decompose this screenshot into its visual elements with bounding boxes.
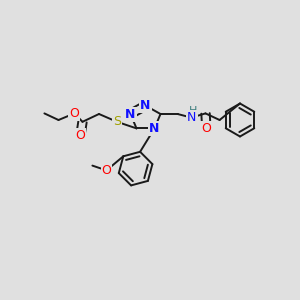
Text: O: O xyxy=(70,107,79,120)
Text: H: H xyxy=(189,106,197,116)
Text: O: O xyxy=(102,164,111,177)
Text: N: N xyxy=(149,122,160,135)
Text: O: O xyxy=(76,129,85,142)
Text: O: O xyxy=(202,122,211,135)
Text: N: N xyxy=(187,111,196,124)
Text: N: N xyxy=(125,107,136,121)
Text: S: S xyxy=(113,115,121,128)
Text: N: N xyxy=(140,99,151,112)
